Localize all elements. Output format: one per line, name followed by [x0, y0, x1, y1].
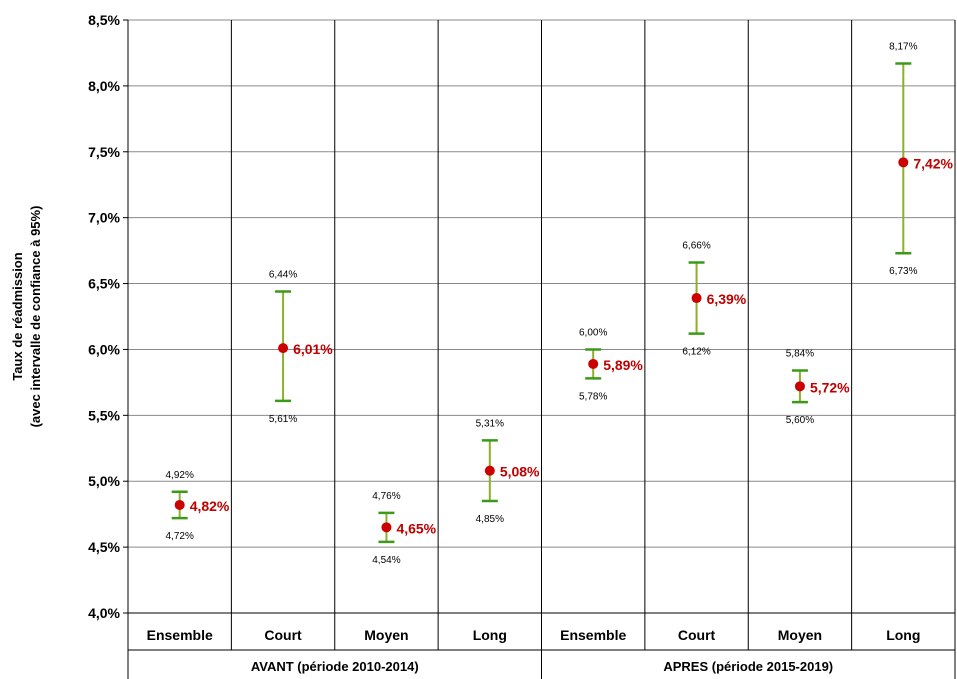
value-label: 6,01% [293, 341, 333, 357]
y-axis-label-line: (avec intervalle de confiance à 95%) [28, 206, 43, 428]
data-point [692, 293, 702, 303]
y-tick-label: 6,5% [88, 276, 120, 292]
data-point [795, 381, 805, 391]
y-tick-label: 7,5% [88, 144, 120, 160]
category-label: Ensemble [560, 627, 626, 643]
value-label: 4,65% [396, 520, 436, 536]
group-label: APRES (période 2015-2019) [663, 659, 833, 674]
value-label: 7,42% [913, 155, 953, 171]
upper-bound-label: 4,92% [166, 470, 194, 481]
upper-bound-label: 6,44% [269, 269, 297, 280]
upper-bound-label: 5,31% [476, 418, 504, 429]
y-tick-label: 6,0% [88, 341, 120, 357]
lower-bound-label: 5,61% [269, 414, 297, 425]
category-label: Ensemble [147, 627, 213, 643]
category-label: Court [264, 627, 302, 643]
lower-bound-label: 4,72% [166, 531, 194, 542]
lower-bound-label: 5,60% [786, 415, 814, 426]
group-label: AVANT (période 2010-2014) [251, 659, 419, 674]
data-point [898, 157, 908, 167]
data-point [381, 522, 391, 532]
lower-bound-label: 4,85% [476, 514, 504, 525]
category-label: Court [678, 627, 716, 643]
upper-bound-label: 6,66% [682, 240, 710, 251]
data-point [485, 466, 495, 476]
lower-bound-label: 4,54% [372, 555, 400, 566]
y-tick-label: 8,0% [88, 78, 120, 94]
y-tick-label: 8,5% [88, 12, 120, 28]
value-label: 6,39% [707, 291, 747, 307]
value-label: 5,72% [810, 379, 850, 395]
value-label: 5,08% [500, 464, 540, 480]
y-tick-label: 4,5% [88, 539, 120, 555]
data-point [175, 500, 185, 510]
upper-bound-label: 5,84% [786, 349, 814, 360]
y-tick-label: 4,0% [88, 605, 120, 621]
upper-bound-label: 6,00% [579, 327, 607, 338]
y-axis-label-line: Taux de réadmission [10, 252, 25, 380]
x-axis-categories: Ensemble Court Moyen Long Ensemble Court Moyen… [147, 627, 921, 643]
category-label: Moyen [364, 627, 408, 643]
lower-bound-label: 6,12% [682, 347, 710, 358]
value-label: 5,89% [603, 357, 643, 373]
data-point [278, 343, 288, 353]
y-tick-label: 7,0% [88, 210, 120, 226]
upper-bound-label: 4,76% [372, 491, 400, 502]
y-axis-ticks: 4,0% 4,5% 5,0% 5,5% 6,0% 6,5% 7,0% 7,5% 8,0% 8,5% [88, 12, 128, 621]
upper-bound-label: 8,17% [889, 41, 917, 52]
category-label: Moyen [778, 627, 822, 643]
lower-bound-label: 5,78% [579, 391, 607, 402]
data-point [588, 359, 598, 369]
data-points: 4,82% 4,92% 4,72% 6,01% 6,44% 5,61% 4,65% 4,76%… [166, 41, 954, 565]
value-label: 4,82% [190, 498, 230, 514]
y-axis-label: Taux de réadmission (avec intervalle de c… [10, 206, 43, 428]
y-tick-label: 5,5% [88, 407, 120, 423]
lower-bound-label: 6,73% [889, 266, 917, 277]
y-tick-label: 5,0% [88, 473, 120, 489]
category-label: Long [473, 627, 507, 643]
category-label: Long [886, 627, 920, 643]
